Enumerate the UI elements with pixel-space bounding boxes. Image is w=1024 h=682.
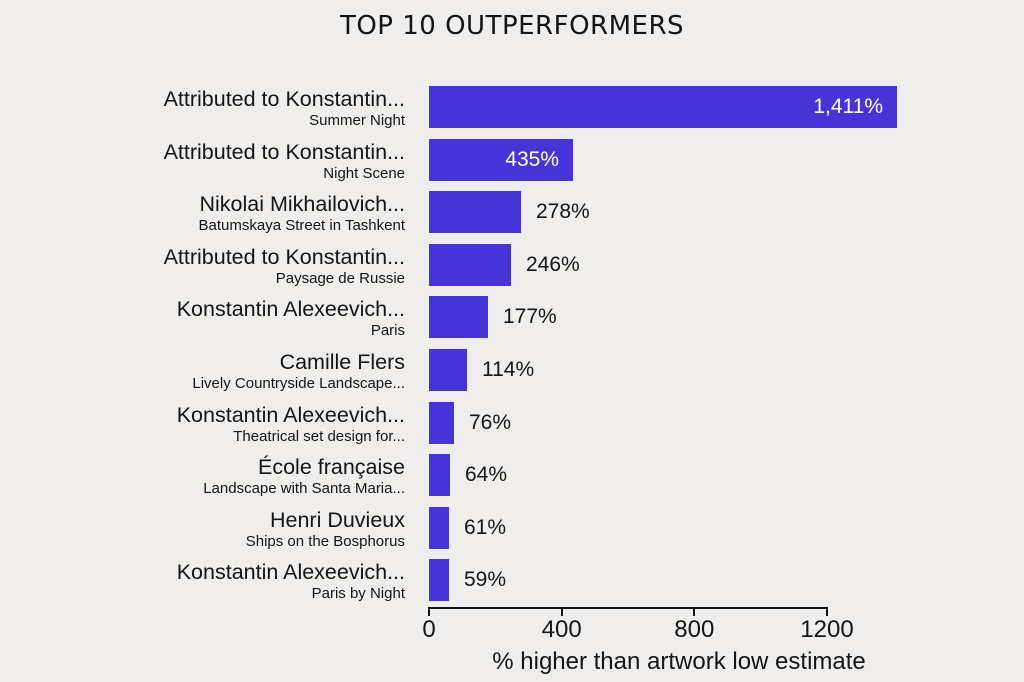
artwork-label: Lively Countryside Landscape... — [192, 375, 405, 392]
value-label: 278% — [536, 200, 590, 224]
category-labels: Konstantin Alexeevich... Paris by Night — [0, 560, 405, 603]
chart-row: Henri Duvieux Ships on the Bosphorus 61% — [0, 506, 1024, 560]
category-labels: Henri Duvieux Ships on the Bosphorus — [0, 508, 405, 551]
chart-row: École française Landscape with Santa Mari… — [0, 454, 1024, 507]
category-labels: Attributed to Konstantin... Paysage de Ru… — [0, 245, 405, 288]
bar — [429, 559, 449, 602]
category-labels: École française Landscape with Santa Mari… — [0, 455, 405, 498]
artwork-label: Night Scene — [323, 164, 405, 182]
artist-label: Attributed to Konstantin... — [163, 139, 405, 164]
artwork-label: Paysage de Russie — [275, 269, 405, 287]
x-tick-mark — [826, 607, 828, 616]
bar — [429, 138, 573, 181]
bar — [429, 191, 521, 234]
artist-label: Henri Duvieux — [269, 507, 405, 532]
chart-title: TOP 10 OUTPERFORMERS — [339, 11, 685, 41]
artist-label: Konstantin Alexeevich... — [176, 402, 405, 427]
chart-row: Konstantin Alexeevich... Theatrical set d… — [0, 401, 1024, 455]
x-tick-mark — [560, 607, 563, 616]
value-label: 114% — [482, 358, 535, 381]
value-label: 59% — [464, 568, 507, 592]
chart-row: Camille Flers Lively Countryside Landscap… — [0, 349, 1024, 402]
bar — [429, 401, 454, 444]
x-axis-title: % higher than artwork low estimate — [492, 648, 866, 675]
x-tick-label: 0 — [422, 616, 436, 643]
chart-row: Attributed to Konstantin... Paysage de Ru… — [0, 243, 1024, 297]
chart-row: Nikolai Mikhailovich... Batumskaya Street… — [0, 191, 1024, 244]
artist-label: École française — [258, 455, 405, 480]
value-label: 177% — [503, 305, 557, 329]
artwork-label: Summer Night — [309, 112, 405, 129]
category-labels: Konstantin Alexeevich... Theatrical set d… — [0, 403, 405, 446]
value-label: 64% — [465, 463, 508, 487]
artwork-label: Landscape with Santa Maria... — [203, 480, 405, 498]
chart-row: Attributed to Konstantin... Night Scene 43… — [0, 138, 1024, 192]
bar — [429, 349, 467, 391]
category-labels: Camille Flers Lively Countryside Landscap… — [0, 350, 405, 393]
value-label: 61% — [464, 515, 507, 539]
x-tick-label: 800 — [674, 616, 715, 643]
artist-label: Attributed to Konstantin... — [163, 244, 405, 269]
x-tick-label: 400 — [541, 616, 582, 643]
chart-row: Konstantin Alexeevich... Paris by Night 59… — [0, 559, 1024, 612]
artist-label: Attributed to Konstantin... — [163, 87, 405, 111]
x-tick-mark — [428, 607, 430, 616]
bar — [429, 296, 488, 339]
artist-label: Nikolai Mikhailovich... — [199, 192, 405, 217]
category-labels: Nikolai Mikhailovich... Batumskaya Street… — [0, 192, 406, 235]
chart-row: Attributed to Konstantin... Summer Night 1… — [0, 86, 1024, 139]
value-label: 246% — [526, 252, 580, 276]
artwork-label: Batumskaya Street in Tashkent — [198, 217, 406, 235]
bar — [429, 506, 449, 549]
artwork-label: Paris by Night — [311, 585, 405, 603]
category-labels: Konstantin Alexeevich... Paris — [0, 297, 405, 340]
category-labels: Attributed to Konstantin... Night Scene — [0, 140, 405, 183]
artwork-label: Paris — [370, 322, 405, 340]
artwork-label: Theatrical set design for... — [233, 427, 405, 445]
artist-label: Konstantin Alexeevich... — [176, 560, 405, 585]
bar — [429, 454, 450, 497]
bar — [429, 86, 897, 128]
value-label: 1,411% — [813, 95, 883, 118]
bar — [429, 243, 511, 286]
value-label: 76% — [469, 410, 512, 434]
artist-label: Camille Flers — [279, 350, 405, 374]
x-axis-line — [429, 607, 827, 609]
value-label: 435% — [505, 147, 559, 171]
artwork-label: Ships on the Bosphorus — [245, 532, 405, 550]
artist-label: Konstantin Alexeevich... — [176, 297, 405, 322]
chart-row: Konstantin Alexeevich... Paris 177% — [0, 296, 1024, 349]
category-labels: Attributed to Konstantin... Summer Night — [0, 87, 405, 130]
x-tick-label: 1200 — [800, 616, 854, 643]
x-tick-mark — [693, 607, 696, 616]
